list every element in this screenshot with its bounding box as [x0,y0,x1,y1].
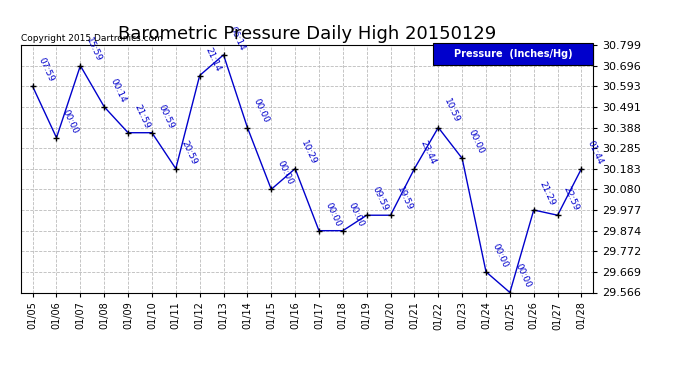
Text: 00:00: 00:00 [61,108,80,135]
Text: 09:59: 09:59 [371,185,390,213]
Text: 07:59: 07:59 [37,56,56,84]
Text: 00:59: 00:59 [156,103,175,130]
Text: 10:59: 10:59 [442,98,462,125]
Text: 01:44: 01:44 [586,139,604,166]
Text: Pressure  (Inches/Hg): Pressure (Inches/Hg) [454,49,573,58]
Text: 10:29: 10:29 [299,139,318,166]
Text: 06:14: 06:14 [228,25,247,52]
Text: 00:00: 00:00 [323,201,342,228]
Text: 00:00: 00:00 [275,159,295,186]
Text: 00:00: 00:00 [347,201,366,228]
Title: Barometric Pressure Daily High 20150129: Barometric Pressure Daily High 20150129 [118,26,496,44]
Text: 23:44: 23:44 [419,139,437,166]
Text: 21:29: 21:29 [538,180,557,207]
Text: 00:00: 00:00 [466,128,485,156]
Text: 22:59: 22:59 [562,185,581,213]
Text: 21:59: 21:59 [132,103,151,130]
Text: 21:14: 21:14 [204,46,223,73]
Text: 00:00: 00:00 [490,242,509,269]
Text: 00:14: 00:14 [108,77,128,104]
Text: 00:00: 00:00 [514,262,533,290]
Text: 20:59: 20:59 [180,139,199,166]
Text: 19:59: 19:59 [395,185,414,213]
Bar [433,42,593,65]
Text: Copyright 2015 Dartronics.com: Copyright 2015 Dartronics.com [21,33,163,42]
Text: 00:00: 00:00 [252,98,270,125]
Text: 15:59: 15:59 [84,36,103,63]
